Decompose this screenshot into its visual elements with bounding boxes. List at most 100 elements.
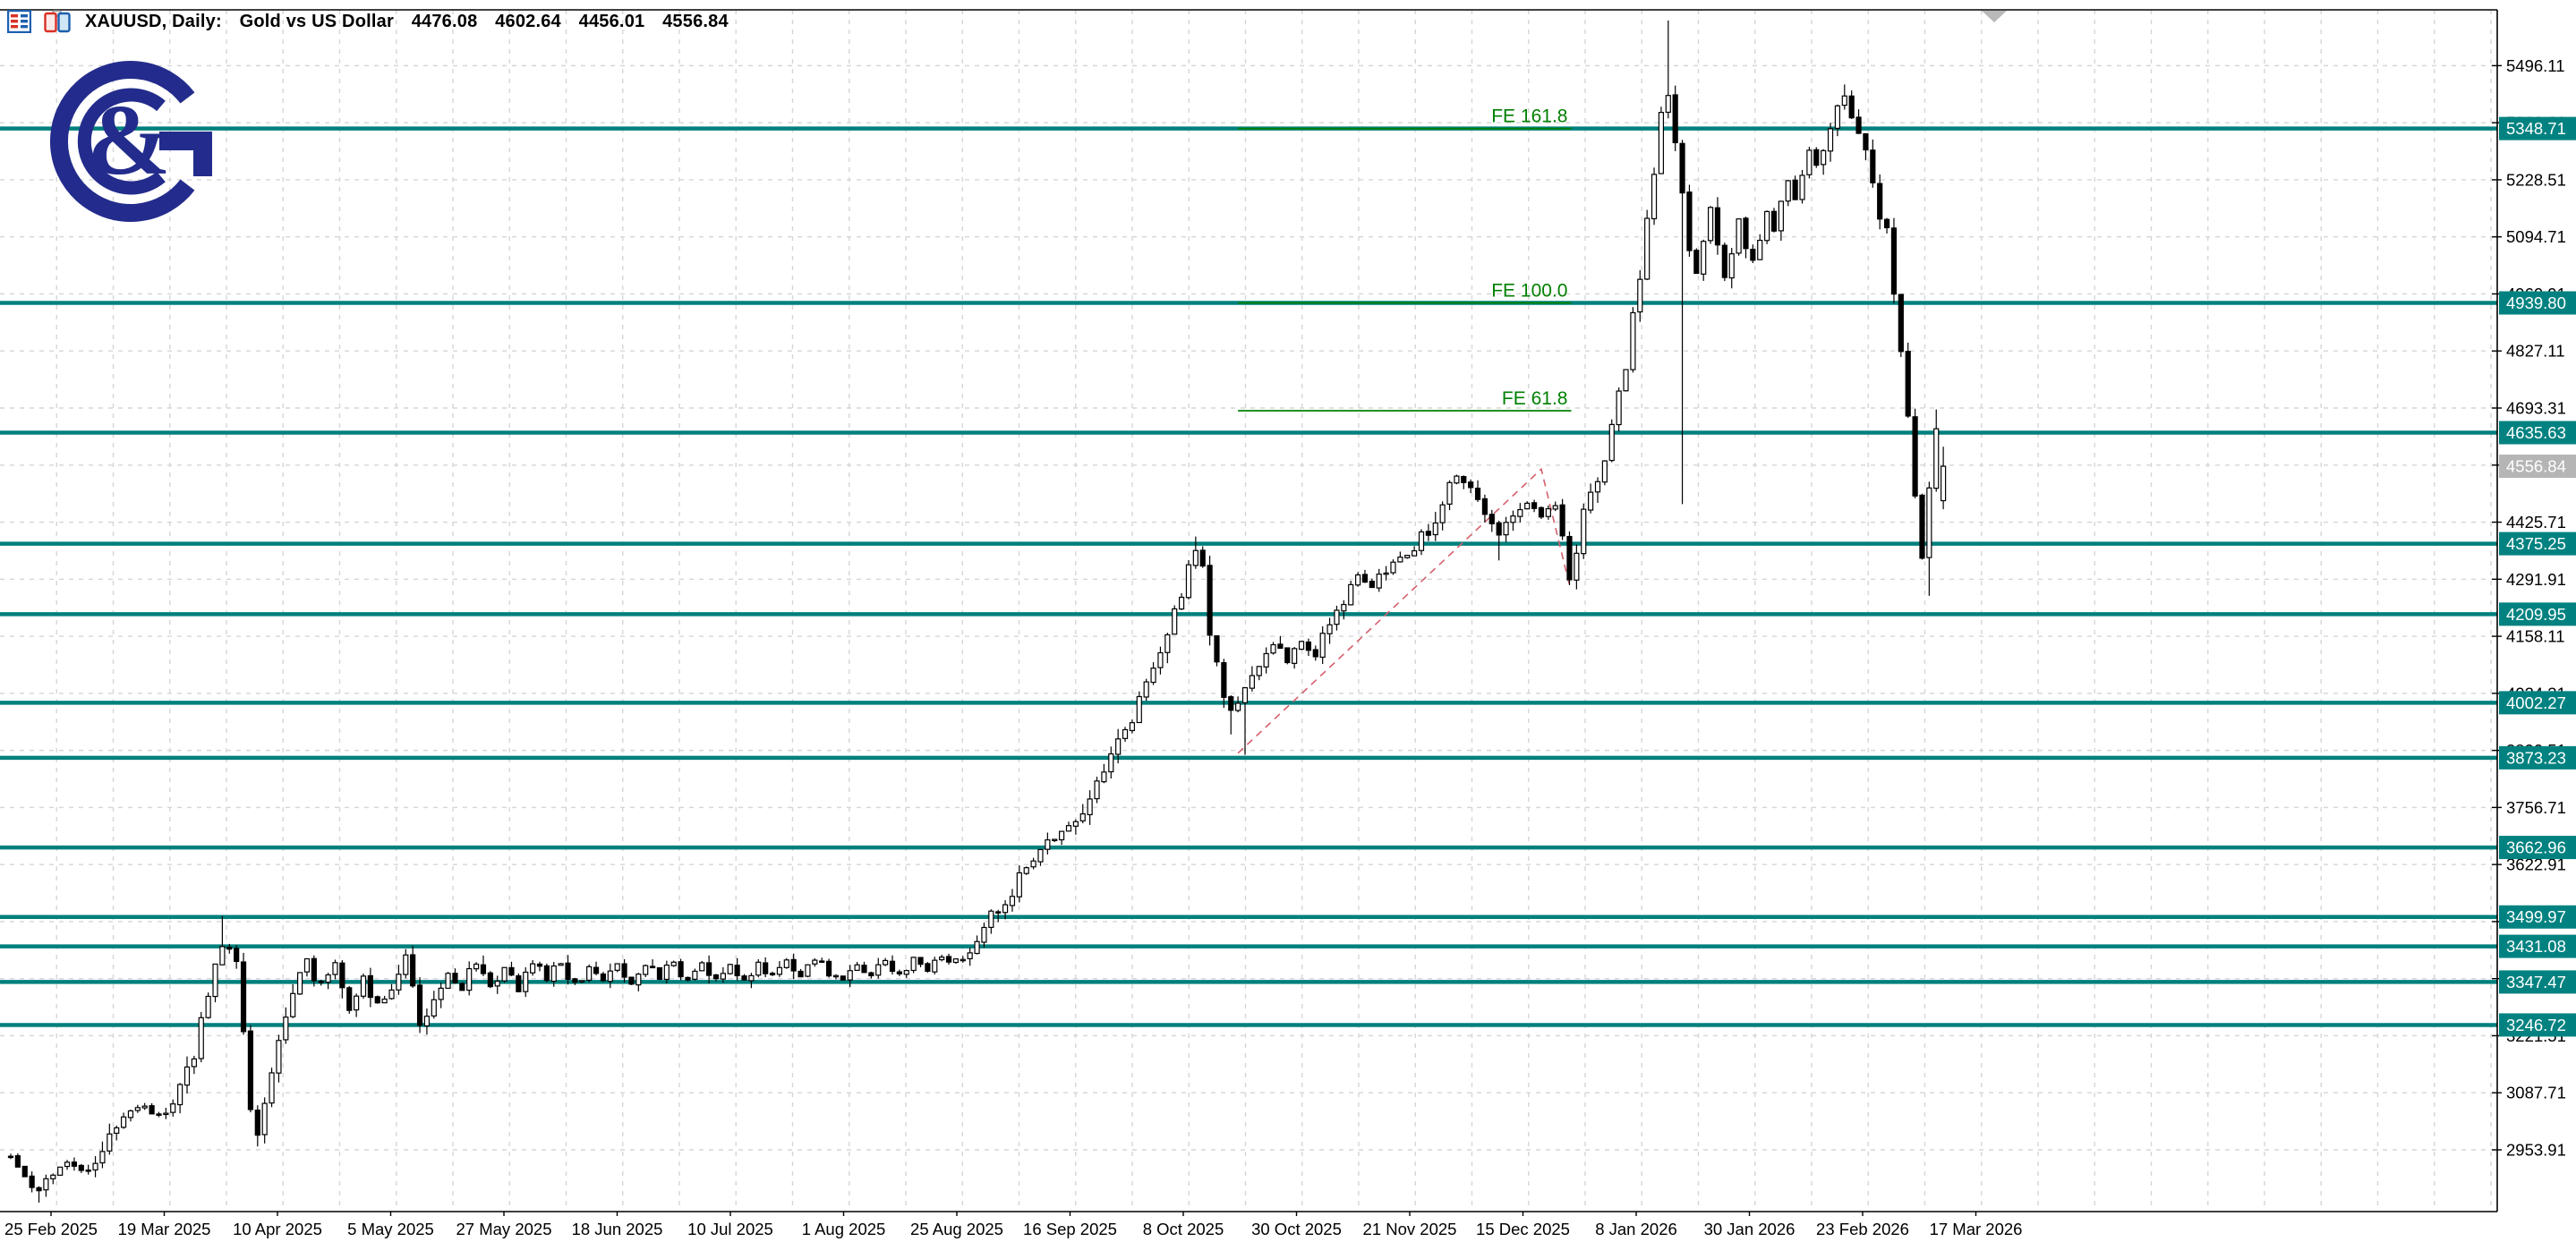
x-axis-date-label: 5 May 2025 <box>347 1220 434 1238</box>
candle-body <box>99 1151 106 1164</box>
candle-body <box>1164 634 1171 653</box>
candle-body <box>43 1178 49 1191</box>
candle-body <box>643 965 649 975</box>
candle-body <box>1468 481 1474 489</box>
candle-body <box>64 1161 71 1168</box>
candle-body <box>769 973 776 976</box>
candle-body <box>226 946 233 950</box>
candle-body <box>1644 217 1651 280</box>
candle-body <box>685 976 691 981</box>
candle-body <box>1009 896 1016 906</box>
candle-body <box>1334 609 1340 625</box>
candle-body <box>988 910 994 928</box>
candle-body <box>416 984 423 1026</box>
candle-body <box>92 1162 98 1171</box>
candle-body <box>247 1030 254 1110</box>
candle-body <box>945 956 952 963</box>
level-price-label-bg <box>2499 602 2576 626</box>
level-price-label: 3662.96 <box>2506 838 2566 857</box>
candle-body <box>318 981 324 983</box>
candle-body <box>536 963 543 967</box>
fibonacci-level-label: FE 100.0 <box>1491 281 1567 302</box>
candle-body <box>1185 564 1192 599</box>
level-price-label-bg <box>2499 934 2576 958</box>
candle-body <box>240 961 247 1033</box>
candle-body <box>967 952 973 960</box>
candle-body <box>1312 649 1318 658</box>
candle-body <box>134 1107 141 1111</box>
candle-body <box>558 963 564 966</box>
candle-body <box>868 972 874 977</box>
y-axis-label: 4693.31 <box>2506 399 2566 418</box>
candle-body <box>952 958 960 964</box>
candle-body <box>1503 522 1509 536</box>
candle-body <box>1488 514 1495 524</box>
candle-body <box>1637 278 1643 313</box>
chart-title-bar: XAUUSD, Daily: Gold vs US Dollar 4476.08… <box>7 9 729 34</box>
candle-body <box>149 1105 155 1115</box>
candle-body <box>516 974 522 992</box>
candle-body <box>339 962 345 989</box>
fibonacci-trendline[interactable] <box>1237 467 1571 754</box>
candle-body <box>1129 722 1136 732</box>
candle-body <box>311 957 317 982</box>
candle-body <box>170 1103 176 1113</box>
candle-body <box>396 974 402 991</box>
candle-body <box>290 992 296 1017</box>
candle-body <box>85 1170 91 1172</box>
candle-body <box>1905 351 1911 417</box>
candle-body <box>1178 596 1185 610</box>
new-chart-icon[interactable] <box>44 9 73 34</box>
candle-body <box>1072 821 1079 827</box>
x-axis-date-label: 1 Aug 2025 <box>802 1220 886 1238</box>
candle-body <box>1108 753 1114 773</box>
x-axis-date-label: 27 May 2025 <box>456 1220 552 1238</box>
candle-body <box>381 998 388 1004</box>
candle-body <box>1616 390 1622 426</box>
candle-body <box>431 999 437 1017</box>
candle-body <box>1298 641 1305 651</box>
candle-body <box>219 946 226 966</box>
candle-body <box>600 973 607 982</box>
ohlc-high: 4602.64 <box>495 11 561 31</box>
ohlc-close: 4556.84 <box>662 11 729 31</box>
x-axis-date-label: 25 Aug 2025 <box>910 1220 1003 1238</box>
candle-body <box>1369 580 1375 589</box>
candle-body <box>734 965 740 976</box>
candle-body <box>1559 504 1565 537</box>
level-price-label: 3873.23 <box>2506 748 2566 767</box>
level-price-label-bg <box>2499 116 2576 140</box>
fibonacci-level-label: FE 61.8 <box>1502 388 1568 409</box>
level-price-label-bg <box>2499 970 2576 994</box>
candle-body <box>283 1017 289 1041</box>
candle-body <box>1221 662 1227 698</box>
candle-body <box>1574 552 1580 581</box>
candle-body <box>1439 504 1446 523</box>
candle-body <box>1701 241 1707 275</box>
candle-body <box>1545 507 1551 517</box>
y-axis-label: 4158.11 <box>2506 627 2565 646</box>
candle-body <box>1721 244 1727 278</box>
candle-body <box>974 940 980 955</box>
candle-body <box>1143 681 1149 698</box>
candle-body <box>1270 643 1276 654</box>
candle-body <box>883 959 889 966</box>
candle-body <box>523 971 529 992</box>
candle-body <box>1941 465 1947 502</box>
candle-body <box>720 973 726 980</box>
candle-body <box>205 995 211 1018</box>
chart-list-icon[interactable] <box>7 10 31 33</box>
candle-body <box>1933 428 1940 489</box>
candle-body <box>71 1161 78 1167</box>
level-price-label: 4375.25 <box>2506 534 2566 553</box>
level-price-label-bg <box>2499 836 2576 860</box>
candle-body <box>1707 207 1714 242</box>
x-axis-date-label: 10 Jul 2025 <box>687 1220 773 1238</box>
candle-body <box>1461 476 1467 483</box>
x-axis-date-label: 18 Jun 2025 <box>572 1220 663 1238</box>
candle-body <box>678 961 684 978</box>
candle-body <box>607 970 613 983</box>
candle-body <box>156 1113 162 1116</box>
